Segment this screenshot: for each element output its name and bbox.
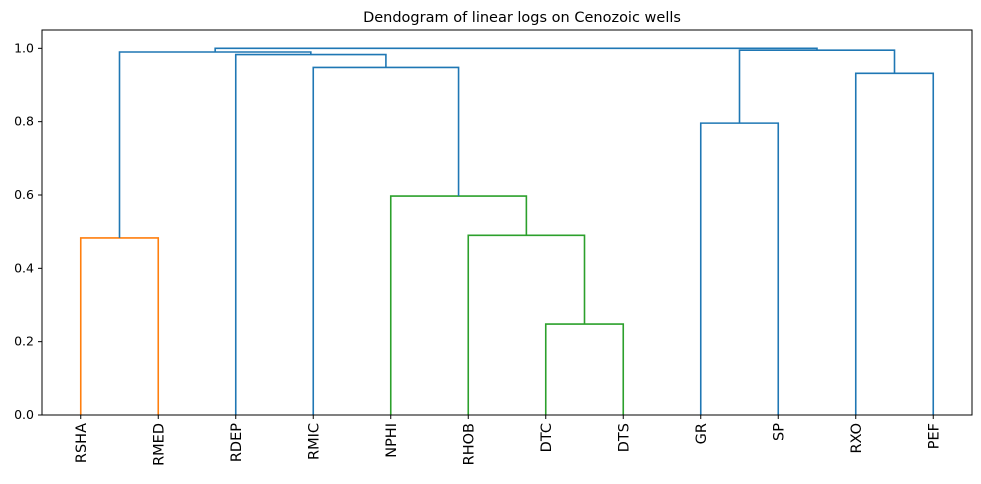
leaf-label-pef: PEF [926,423,942,449]
y-axis: 0.0 0.2 0.4 0.6 0.8 1.0 [14,40,42,422]
dendrogram-link-m11 [214,47,818,52]
dendrogram-link-m8 [699,122,780,415]
leaf-label-nphi: NPHI [384,423,400,458]
leaf-label-sp: SP [771,423,787,441]
dendrogram-link-m3 [467,234,586,415]
leaf-label-rhob: RHOB [461,423,477,465]
y-tick-label-5: 1.0 [14,40,34,55]
leaf-label-rmed: RMED [151,423,167,466]
leaf-label-rdep: RDEP [229,423,245,462]
dendrogram-links [79,47,935,415]
leaf-label-rsha: RSHA [74,423,90,463]
y-tick-label-3: 0.6 [14,187,34,202]
dendrogram-link-m5 [312,66,460,415]
dendrogram-link-m7 [118,51,312,238]
leaf-label-dtc: DTC [539,423,555,452]
dendrogram-link-m2 [544,323,625,415]
y-tick-label-0: 0.0 [14,407,34,422]
dendrogram-link-m4 [389,195,528,415]
dendrogram-link-m6 [234,53,387,415]
chart-title: Dendogram of linear logs on Cenozoic wel… [363,10,681,26]
dendrogram-link-m9 [854,72,935,415]
dendrogram-link-m10 [738,49,896,124]
y-tick-label-2: 0.4 [14,260,34,275]
y-tick-label-4: 0.8 [14,114,34,129]
dendrogram-link-m1 [79,237,160,415]
leaf-label-dts: DTS [616,423,632,452]
leaf-label-gr: GR [694,423,710,444]
plot-frame [41,29,973,416]
leaf-label-rmic: RMIC [306,423,322,460]
leaf-label-rxo: RXO [849,423,865,454]
y-tick-label-1: 0.2 [14,334,34,349]
x-axis: RSHA RMED RDEP RMIC NPHI RHOB DTC DTS GR SP RXO PEF [74,415,942,466]
